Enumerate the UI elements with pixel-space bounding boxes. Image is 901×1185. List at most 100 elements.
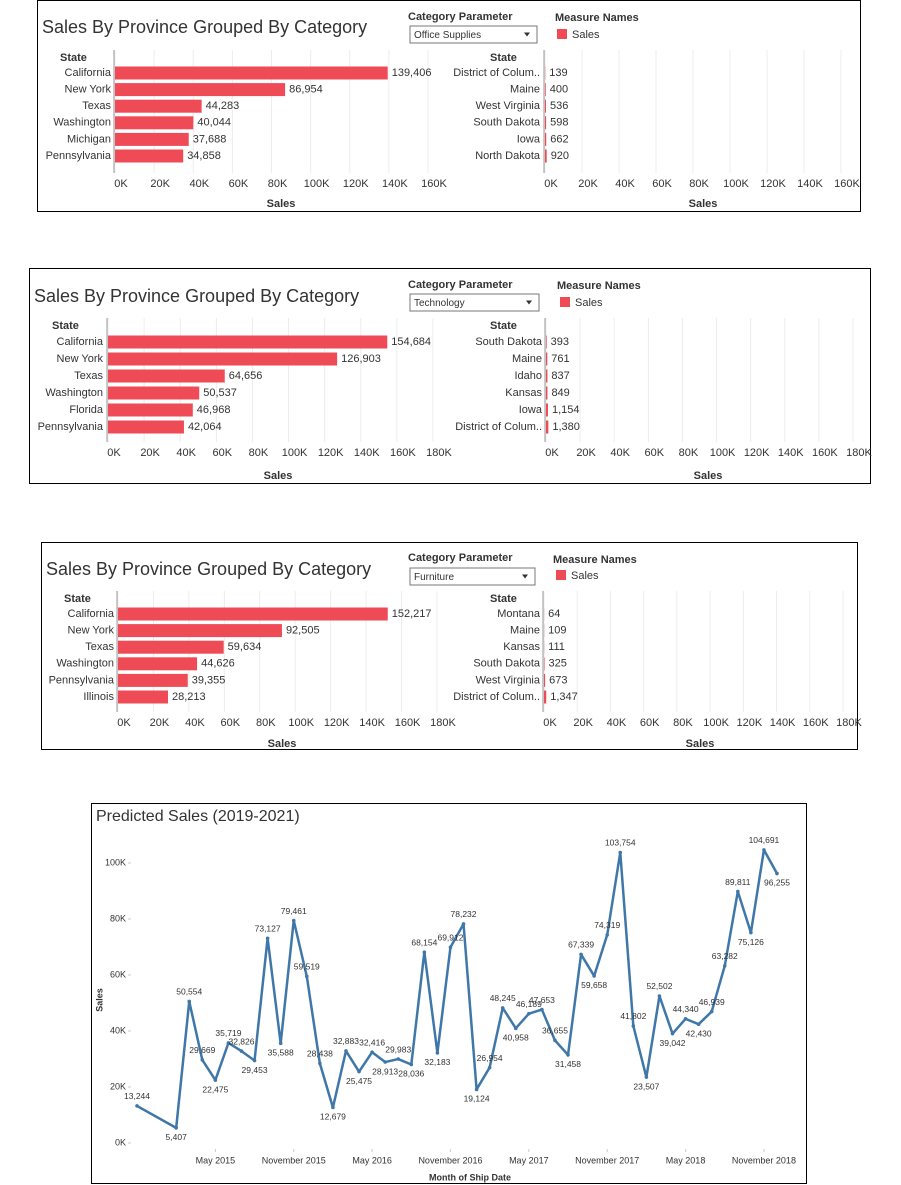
- parameter-dropdown[interactable]: [409, 293, 540, 312]
- point: [749, 930, 753, 935]
- parameter-dropdown[interactable]: [409, 25, 538, 44]
- category-label: New York: [65, 84, 112, 96]
- dropdown-arrow[interactable]: [524, 32, 530, 37]
- point: [644, 1075, 649, 1079]
- value-label: 73,127: [255, 923, 281, 933]
- x-tick-label: 120K: [744, 447, 770, 459]
- category-label: South Dakota: [473, 658, 541, 670]
- value-label: 44,340: [673, 1004, 699, 1014]
- value-label: 37,688: [193, 133, 227, 145]
- bar: [108, 352, 338, 366]
- x-axis-title: Sales: [686, 738, 715, 750]
- bar: [545, 132, 547, 146]
- y-tick-label: 40K: [110, 1025, 126, 1035]
- x-tick-label: 60K: [652, 178, 672, 190]
- x-tick-label: 60K: [213, 447, 233, 459]
- category-label: Texas: [85, 641, 114, 653]
- x-axis-title: Sales: [264, 470, 293, 482]
- dropdown-arrow[interactable]: [522, 574, 528, 579]
- bar: [118, 607, 388, 621]
- bar: [108, 335, 388, 349]
- value-label: 96,255: [764, 878, 790, 888]
- parameter-value[interactable]: Technology: [414, 298, 465, 309]
- value-label: 64,656: [229, 370, 263, 382]
- legend-label: Sales: [571, 570, 599, 582]
- value-label: 59,519: [294, 962, 320, 972]
- value-label: 40,958: [503, 1033, 529, 1043]
- value-label: 44,626: [201, 658, 235, 670]
- x-axis-title: Sales: [267, 198, 296, 210]
- y-tick-label: 100K: [105, 857, 126, 867]
- point: [396, 1057, 401, 1061]
- x-tick-label: 20K: [573, 717, 593, 729]
- x-tick-label: 40K: [189, 178, 209, 190]
- parameter-dropdown[interactable]: [409, 567, 536, 586]
- category-label: Washington: [56, 658, 114, 670]
- value-label: 139: [549, 67, 567, 79]
- x-tick-label: 0K: [114, 178, 128, 190]
- point: [683, 1017, 688, 1021]
- x-tick-label: 180K: [836, 717, 862, 729]
- point: [709, 1009, 714, 1014]
- x-tick-label: 140K: [770, 717, 796, 729]
- point: [304, 974, 309, 979]
- category-label: Maine: [510, 625, 540, 637]
- point: [553, 1038, 557, 1043]
- x-tick-label: 20K: [150, 717, 170, 729]
- point: [696, 1022, 701, 1026]
- value-label: 1,347: [550, 691, 578, 703]
- x-tick-label: 20K: [150, 178, 170, 190]
- x-tick-label: 80K: [679, 447, 699, 459]
- point: [135, 1104, 139, 1108]
- point: [670, 1031, 675, 1036]
- point: [291, 918, 296, 923]
- parameter-value[interactable]: Furniture: [414, 572, 454, 583]
- category-label: District of Colum..: [455, 421, 542, 433]
- value-label: 34,858: [187, 150, 221, 162]
- x-axis-title: Month of Ship Date: [429, 1172, 511, 1182]
- value-label: 1,380: [552, 421, 580, 433]
- value-label: 64: [548, 608, 560, 620]
- point: [422, 950, 427, 954]
- legend-label: Sales: [575, 297, 603, 309]
- point: [722, 964, 727, 968]
- x-tick-label: 140K: [354, 447, 380, 459]
- point: [318, 1061, 322, 1066]
- value-label: 46,189: [516, 999, 542, 1009]
- bar: [546, 386, 548, 400]
- value-label: 59,634: [228, 641, 262, 653]
- value-label: 32,183: [424, 1057, 450, 1067]
- parameter-value[interactable]: Office Supplies: [414, 30, 481, 41]
- point: [357, 1069, 361, 1074]
- legend-swatch: [557, 29, 567, 39]
- value-label: 46,939: [699, 997, 725, 1007]
- value-label: 44,283: [206, 100, 240, 112]
- point: [736, 889, 740, 894]
- value-label: 29,453: [242, 1065, 268, 1075]
- value-label: 31,458: [555, 1059, 581, 1069]
- bar: [544, 657, 545, 671]
- category-label: Idaho: [514, 370, 542, 382]
- bar: [115, 149, 184, 163]
- value-label: 28,913: [372, 1066, 398, 1076]
- y-tick-label: 20K: [110, 1081, 126, 1091]
- dropdown-arrow[interactable]: [526, 300, 532, 305]
- value-label: 29,669: [189, 1045, 215, 1055]
- chart-title: Sales By Province Grouped By Category: [46, 559, 371, 579]
- point: [540, 1007, 544, 1012]
- x-tick-label: 80K: [673, 717, 693, 729]
- value-label: 40,044: [197, 117, 231, 129]
- value-label: 42,430: [686, 1028, 712, 1038]
- bar: [545, 83, 546, 97]
- x-tick-label: 0K: [543, 717, 557, 729]
- x-tick-label: 100K: [282, 447, 308, 459]
- x-tick-label: 100K: [288, 717, 314, 729]
- category-label: Florida: [69, 404, 104, 416]
- value-label: 5,407: [166, 1132, 188, 1142]
- x-tick-label: 160K: [421, 178, 447, 190]
- x-tick-label: November 2017: [575, 1155, 639, 1165]
- value-label: 104,691: [749, 835, 780, 845]
- value-label: 152,217: [392, 608, 432, 620]
- bar: [545, 149, 547, 163]
